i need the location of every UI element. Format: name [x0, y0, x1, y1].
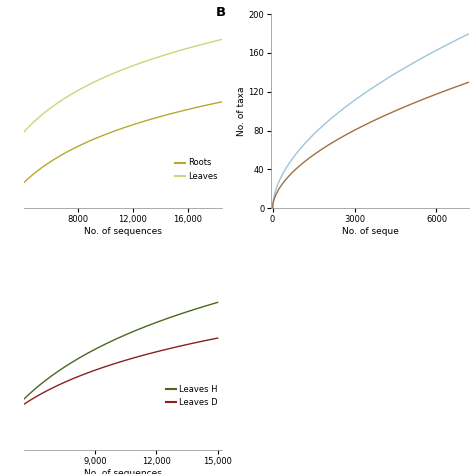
Text: B: B: [216, 7, 226, 19]
Legend: Leaves H, Leaves D: Leaves H, Leaves D: [165, 385, 218, 407]
Legend: Roots, Leaves: Roots, Leaves: [175, 158, 218, 181]
X-axis label: No. of sequences: No. of sequences: [84, 469, 162, 474]
X-axis label: No. of sequences: No. of sequences: [84, 227, 162, 236]
Y-axis label: No. of taxa: No. of taxa: [237, 86, 246, 136]
X-axis label: No. of seque: No. of seque: [342, 227, 399, 236]
